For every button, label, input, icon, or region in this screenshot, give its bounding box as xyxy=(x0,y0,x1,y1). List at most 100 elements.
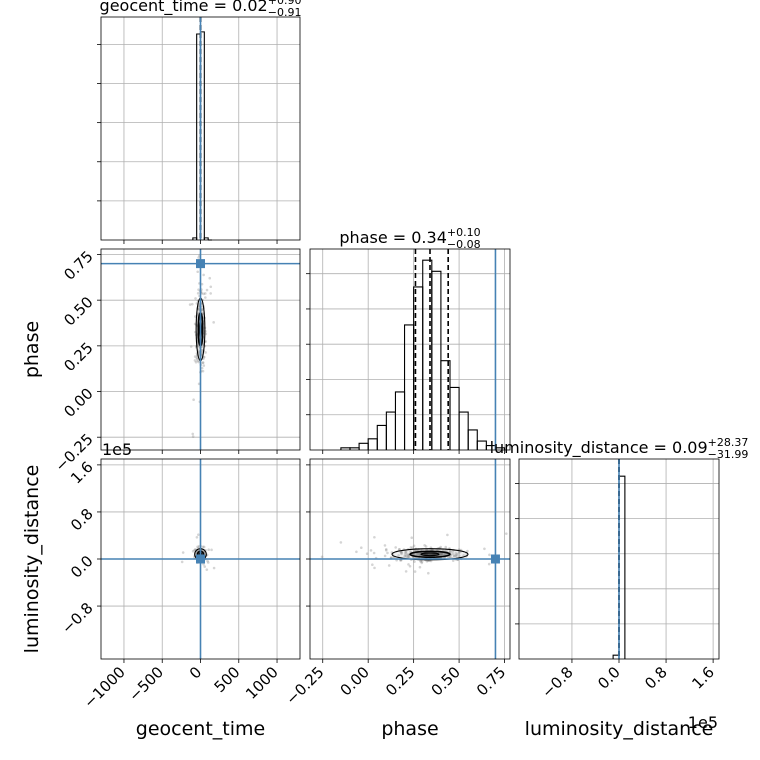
x-axis-label-luminosity_distance: luminosity_distance xyxy=(525,718,714,740)
luminosity_distance-vs-phase-sample-275 xyxy=(441,553,444,557)
luminosity_distance-vs-phase-frame xyxy=(309,458,511,660)
luminosity_distance-vs-phase-sample-214 xyxy=(404,554,408,557)
luminosity_distance-ytick-label-0: −0.8 xyxy=(58,599,96,637)
luminosity_distance-vs-phase-sample-187 xyxy=(406,553,410,557)
luminosity_distance-vs-phase-sample-285 xyxy=(409,550,412,553)
luminosity_distance-vs-phase-sample-34 xyxy=(407,554,410,558)
phase-vs-geocent_time-sample-141 xyxy=(196,291,200,295)
geocent_time-xtick-label-4: 1000 xyxy=(242,663,282,703)
luminosity_distance-vs-phase-sample-70 xyxy=(439,553,442,556)
luminosity_distance-vs-phase-sample-147 xyxy=(407,555,410,558)
geocent_time-hist-title-lower-error: −0.91 xyxy=(268,6,302,19)
luminosity_distance-vs-phase-sample-156 xyxy=(372,551,376,555)
phase-hist-bar-5 xyxy=(385,411,397,450)
phase-vs-geocent_time-sample-197 xyxy=(190,302,194,306)
luminosity_distance-vs-geocent_time-sample-41 xyxy=(197,533,200,536)
phase-ytick-label-4: 0.75 xyxy=(60,247,96,283)
luminosity_distance-vs-phase-sample-52 xyxy=(419,560,422,563)
y-axis-label-luminosity_distance: luminosity_distance xyxy=(21,465,43,654)
luminosity_distance-vs-phase-sample-14 xyxy=(441,548,444,552)
luminosity_distance-vs-phase-sample-249 xyxy=(447,556,450,559)
luminosity_distance-vs-phase-sample-222 xyxy=(413,560,416,563)
luminosity_distance-vs-phase-sample-274 xyxy=(418,565,422,569)
phase-vs-geocent_time-sample-194 xyxy=(197,360,201,364)
phase-hist-frame xyxy=(309,248,511,451)
luminosity_distance-vs-geocent_time-sample-76 xyxy=(206,561,210,564)
luminosity_distance-vs-phase-sample-92 xyxy=(320,555,324,559)
luminosity_distance-vs-phase-sample-195 xyxy=(487,562,491,566)
luminosity_distance-vs-geocent_time-sample-13 xyxy=(202,545,206,549)
luminosity_distance-vs-phase-sample-85 xyxy=(418,553,422,556)
luminosity_distance-vs-phase-sample-64 xyxy=(383,544,387,547)
luminosity_distance-vs-phase-sample-180 xyxy=(457,551,461,555)
luminosity_distance-vs-phase-sample-18 xyxy=(409,546,413,549)
luminosity_distance-vs-phase-sample-59 xyxy=(384,548,388,552)
luminosity_distance-vs-phase-sample-206 xyxy=(384,547,388,551)
luminosity_distance-vs-geocent_time-sample-18 xyxy=(201,545,205,549)
luminosity_distance-hist-title-lower-error: −31.99 xyxy=(708,448,749,461)
luminosity_distance-vs-phase-truth-marker xyxy=(490,554,500,564)
x-offset-text: 1e5 xyxy=(688,713,718,732)
luminosity_distance-vs-phase-sample-124 xyxy=(439,552,442,556)
luminosity_distance-vs-phase-sample-10 xyxy=(458,554,461,558)
luminosity_distance-vs-geocent_time-plot-area xyxy=(101,459,300,659)
luminosity_distance-vs-phase-sample-293 xyxy=(404,570,408,573)
luminosity_distance-vs-phase-sample-260 xyxy=(448,549,452,553)
luminosity_distance-vs-phase-sample-314 xyxy=(404,555,408,558)
luminosity_distance-vs-phase-sample-176 xyxy=(452,554,456,558)
luminosity_distance-vs-geocent_time-sample-106 xyxy=(212,566,216,570)
y-offset-text: 1e5 xyxy=(102,440,132,459)
luminosity_distance-vs-phase-sample-296 xyxy=(400,552,403,556)
luminosity_distance-vs-phase-sample-277 xyxy=(389,556,393,559)
luminosity_distance-vs-phase-sample-262 xyxy=(448,555,452,559)
luminosity_distance-vs-phase-sample-290 xyxy=(451,552,455,556)
phase-hist-bar-4 xyxy=(376,424,387,450)
phase-vs-geocent_time-sample-53 xyxy=(200,366,204,370)
phase-vs-geocent_time-sample-109 xyxy=(189,345,193,348)
geocent_time-hist-title-upper-error: +0.90 xyxy=(268,0,302,7)
phase-xtick-label-1: 0.00 xyxy=(337,663,373,699)
phase-vs-geocent_time-sample-88 xyxy=(197,256,200,259)
luminosity_distance-vs-phase-sample-286 xyxy=(511,559,514,562)
phase-hist-bar-2 xyxy=(358,442,369,450)
phase-vs-geocent_time-sample-37 xyxy=(201,361,205,364)
phase-vs-geocent_time-truth-marker xyxy=(196,259,205,269)
geocent_time-hist-frame xyxy=(100,16,301,241)
phase-vs-geocent_time-sample-172 xyxy=(193,359,197,362)
luminosity_distance-vs-phase-contour-2 xyxy=(420,552,440,557)
phase-ytick-label-3: 0.50 xyxy=(60,293,96,329)
phase-vs-geocent_time-sample-136 xyxy=(201,361,205,365)
phase-vs-geocent_time-sample-5 xyxy=(195,356,199,360)
luminosity_distance-vs-phase-sample-25 xyxy=(339,541,343,544)
phase-vs-geocent_time-frame xyxy=(100,248,301,451)
geocent_time-xtick-label-2: 0 xyxy=(186,663,205,682)
luminosity_distance-vs-phase-sample-119 xyxy=(399,550,403,554)
luminosity_distance-vs-phase-sample-317 xyxy=(371,563,374,566)
luminosity_distance-ytick-label-1: 0.0 xyxy=(67,552,97,582)
luminosity_distance-vs-geocent_time-sample-83 xyxy=(191,549,195,553)
luminosity_distance-vs-phase-sample-140 xyxy=(440,552,443,556)
phase-vs-geocent_time-sample-131 xyxy=(194,360,198,364)
luminosity_distance-vs-phase-sample-33 xyxy=(440,552,443,556)
luminosity_distance-vs-phase-sample-259 xyxy=(303,546,306,549)
luminosity_distance-vs-phase-sample-94 xyxy=(394,546,397,549)
luminosity_distance-vs-geocent_time-truth-marker xyxy=(196,554,205,564)
luminosity_distance-vs-geocent_time-sample-117 xyxy=(194,547,197,551)
luminosity_distance-vs-phase-sample-240 xyxy=(454,554,457,557)
phase-vs-geocent_time-plot-area xyxy=(101,249,300,450)
luminosity_distance-vs-phase-sample-30 xyxy=(407,563,410,566)
luminosity_distance-vs-phase-sample-153 xyxy=(408,564,412,568)
luminosity_distance-vs-phase-plot-area xyxy=(303,459,514,659)
luminosity_distance-vs-phase-sample-21 xyxy=(455,554,458,558)
luminosity_distance-vs-phase-sample-100 xyxy=(417,552,421,555)
geocent_time-xtick-label-3: 500 xyxy=(211,663,244,696)
geocent_time-hist-title-value: geocent_time = 0.02 xyxy=(100,0,268,16)
phase-hist-bar-12 xyxy=(449,386,460,450)
luminosity_distance-vs-geocent_time-sample-47 xyxy=(181,551,185,554)
luminosity_distance-vs-phase-sample-43 xyxy=(451,550,454,554)
luminosity_distance-vs-geocent_time-sample-45 xyxy=(202,562,205,566)
phase-vs-geocent_time-sample-41 xyxy=(202,355,206,359)
phase-hist-bar-15 xyxy=(476,440,487,450)
phase-vs-geocent_time-sample-65 xyxy=(202,292,206,296)
